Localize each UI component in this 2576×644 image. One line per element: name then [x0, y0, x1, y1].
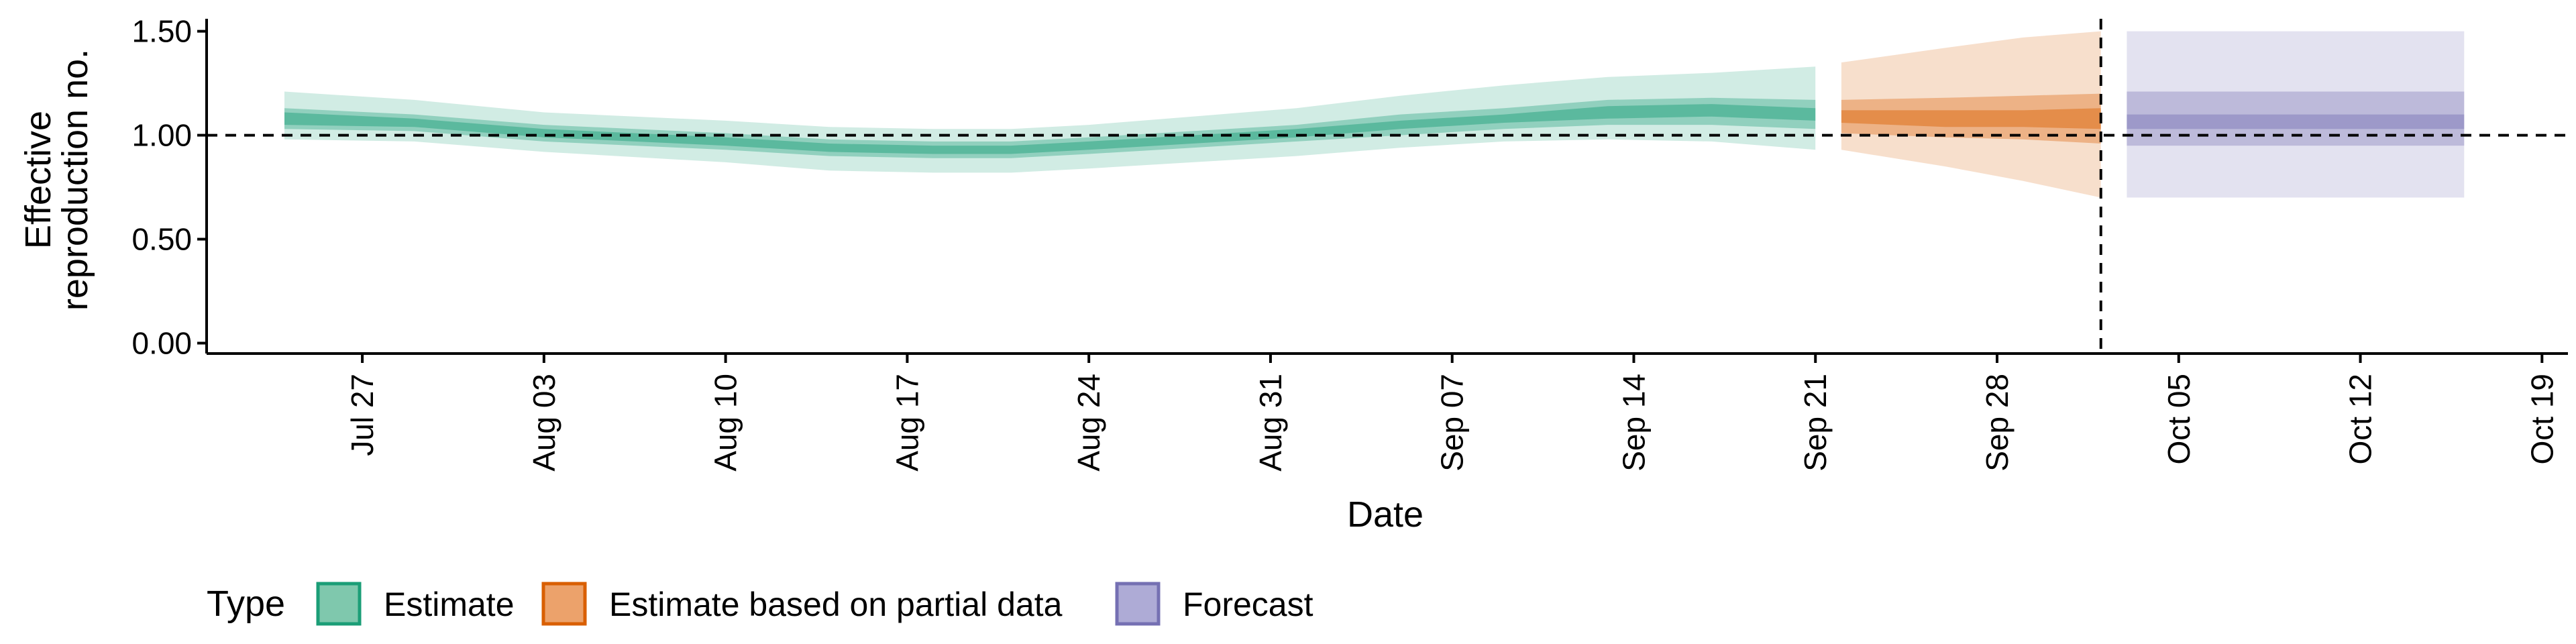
x-tick-label: Sep 28: [1980, 374, 2015, 472]
x-tick-label: Oct 05: [2161, 374, 2196, 465]
x-tick-label: Sep 21: [1798, 374, 1833, 472]
legend-label-1: Estimate: [384, 586, 515, 623]
legend-label-2: Estimate based on partial data: [609, 586, 1063, 623]
series-1-band-25: [284, 104, 1816, 154]
series-2-band-50: [1841, 93, 2101, 144]
legend: Type Estimate Estimate based on partial da…: [207, 582, 1313, 626]
y-tick-label: 1.50: [131, 14, 192, 49]
axes: 0.00 0.50 1.00 1.50 Jul 27 Aug 03 Aug 10 Aug 17…: [131, 14, 2568, 472]
series-3-band-25: [2127, 114, 2465, 129]
x-tick-label: Jul 27: [345, 374, 380, 456]
x-tick-label: Aug 03: [527, 374, 561, 472]
x-tick-label: Oct 12: [2343, 374, 2378, 465]
series-1-band-50: [284, 97, 1816, 158]
x-tick-label: Aug 31: [1253, 374, 1288, 472]
y-tick-label: 0.50: [131, 222, 192, 257]
x-tick-label: Aug 17: [890, 374, 924, 472]
series-2-band-90: [1841, 31, 2101, 198]
y-axis-title-line-2: reproduction no.: [55, 49, 95, 311]
series-3-band-90: [2127, 31, 2465, 198]
legend-key-2: [541, 582, 587, 626]
x-axis-title: Date: [1347, 494, 1424, 535]
legend-key-1: [316, 582, 362, 626]
y-tick-label: 1.00: [131, 118, 192, 153]
x-tick-label: Sep 07: [1435, 374, 1470, 472]
x-tick-label: Oct 19: [2524, 374, 2559, 465]
legend-label-3: Forecast: [1183, 586, 1313, 623]
series-3-band-50: [2127, 91, 2465, 146]
y-tick-label: 0.00: [131, 326, 192, 361]
x-tick-label: Aug 24: [1071, 374, 1106, 472]
y-axis-title-line-1: Effective: [18, 111, 58, 249]
legend-title: Type: [207, 584, 285, 624]
series-bands: [284, 31, 2465, 198]
x-tick-label: Aug 10: [708, 374, 743, 472]
legend-key-3: [1115, 582, 1161, 626]
series-1-band-90: [284, 66, 1816, 173]
x-tick-label: Sep 14: [1617, 374, 1652, 472]
series-2-band-25: [1841, 108, 2101, 129]
